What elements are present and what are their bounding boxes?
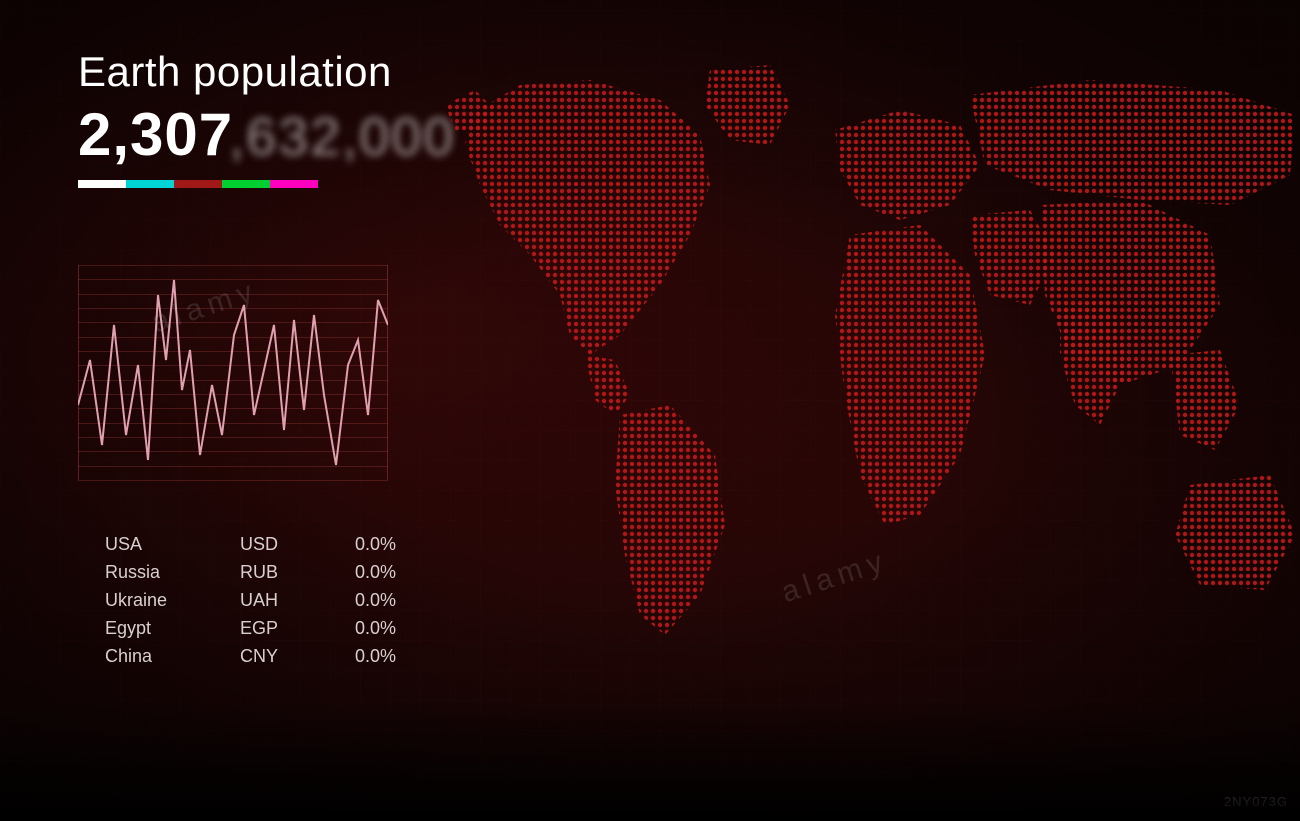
country-cell: Russia [105, 558, 240, 586]
table-row: ChinaCNY0.0% [105, 642, 425, 670]
currency-cell: RUB [240, 558, 355, 586]
country-cell: China [105, 642, 240, 670]
image-code: 2NY073G [1224, 794, 1288, 809]
page-title: Earth population [78, 48, 392, 96]
color-segment [222, 180, 270, 188]
currency-cell: EGP [240, 614, 355, 642]
table-row: UkraineUAH0.0% [105, 586, 425, 614]
table-row: EgyptEGP0.0% [105, 614, 425, 642]
percent-cell: 0.0% [355, 614, 425, 642]
country-cell: USA [105, 530, 240, 558]
currency-cell: USD [240, 530, 355, 558]
counter-blurred-digits: ,632,000 [229, 106, 455, 168]
color-segment [78, 180, 126, 188]
line-chart [78, 265, 388, 480]
counter-clear-digits: 2,307 [78, 100, 233, 169]
color-segment [174, 180, 222, 188]
currency-cell: CNY [240, 642, 355, 670]
color-segment [126, 180, 174, 188]
table-row: RussiaRUB0.0% [105, 558, 425, 586]
percent-cell: 0.0% [355, 558, 425, 586]
percent-cell: 0.0% [355, 586, 425, 614]
population-counter: 2,307 ,632,000 [78, 100, 455, 169]
currency-cell: UAH [240, 586, 355, 614]
chart-line-svg [78, 265, 388, 480]
world-map [440, 55, 1300, 655]
country-cell: Egypt [105, 614, 240, 642]
country-cell: Ukraine [105, 586, 240, 614]
currency-table: USAUSD0.0%RussiaRUB0.0%UkraineUAH0.0%Egy… [105, 530, 425, 670]
bottom-fade-overlay [0, 701, 1300, 821]
table-row: USAUSD0.0% [105, 530, 425, 558]
percent-cell: 0.0% [355, 530, 425, 558]
percent-cell: 0.0% [355, 642, 425, 670]
color-segment [270, 180, 318, 188]
color-legend-bar [78, 180, 318, 188]
